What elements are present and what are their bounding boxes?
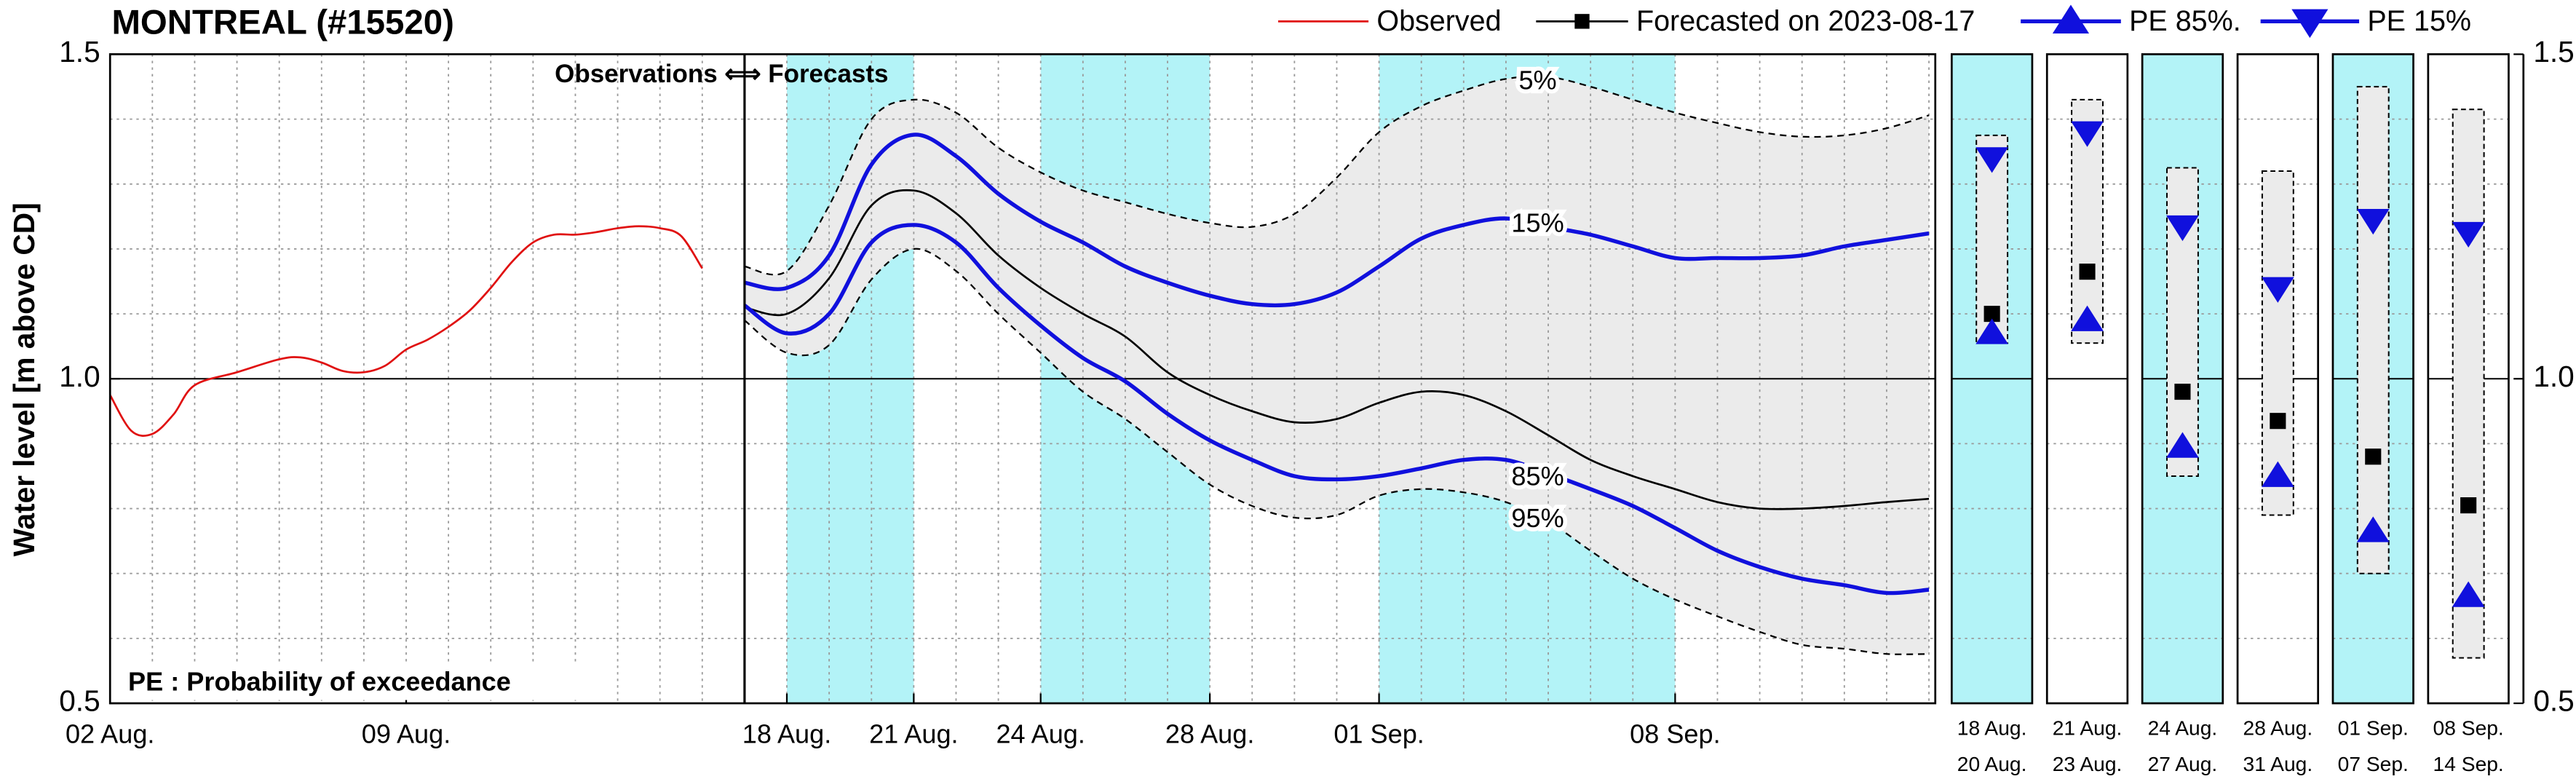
panel-marker: [2079, 264, 2096, 280]
panel-marker: [2270, 413, 2286, 430]
panel-frame: [2236, 53, 2320, 705]
panel-marker: [2460, 497, 2477, 514]
right-y-tick-label: 1.0: [2533, 360, 2574, 393]
legend-label: Forecasted on 2023-08-17: [1636, 5, 1975, 37]
y-axis-label: Water level [m above CD]: [7, 202, 41, 556]
series-line: [743, 223, 1930, 596]
x-tick-label: 09 Aug.: [362, 719, 451, 749]
panel-marker: [1975, 318, 2008, 344]
panel-end-label: 14 Sep.: [2433, 752, 2504, 775]
panel-marker: [2452, 221, 2485, 248]
panel-start-label: 18 Aug.: [1957, 716, 2027, 740]
panel-range: [2452, 108, 2485, 659]
panel-marker: [2356, 516, 2390, 542]
panel-start-label: 28 Aug.: [2243, 716, 2313, 740]
series-line: [744, 189, 1930, 510]
panel-start-label: 21 Aug.: [2053, 716, 2123, 740]
legend-label: Observed: [1376, 5, 1501, 37]
panel-marker: [2166, 432, 2199, 458]
panel-end-label: 07 Sep.: [2338, 752, 2409, 775]
divider-label: Observations ⟺ Forecasts: [555, 60, 888, 88]
x-tick-label: 21 Aug.: [869, 719, 958, 749]
legend-marker: [2052, 4, 2090, 34]
curve-label: 95%: [1511, 503, 1564, 533]
y-tick-label: 1.0: [59, 360, 100, 393]
panel-start-label: 24 Aug.: [2148, 716, 2218, 740]
legend-label: PE 85%.: [2129, 5, 2241, 37]
panel-start-label: 01 Sep.: [2338, 716, 2409, 740]
note: PE : Probability of exceedance: [128, 666, 511, 696]
panel-marker: [2166, 215, 2199, 242]
panel-marker: [2261, 461, 2294, 487]
curve-label: 85%: [1511, 462, 1564, 491]
x-tick-label: 08 Sep.: [1630, 719, 1720, 749]
panel-marker: [2261, 277, 2294, 303]
x-tick-label: 02 Aug.: [66, 719, 155, 749]
x-tick-label: 18 Aug.: [742, 719, 832, 749]
y-tick-label: 0.5: [59, 684, 100, 718]
x-tick-label: 24 Aug.: [996, 719, 1085, 749]
panel-marker: [2071, 305, 2104, 331]
panel-marker: [2071, 121, 2104, 147]
panel-range: [2165, 167, 2199, 477]
panel-frame: [1950, 53, 2034, 705]
panel-frame: [2141, 53, 2224, 705]
panel-end-label: 27 Aug.: [2148, 752, 2218, 775]
series-line: [109, 225, 703, 437]
panel-marker: [2356, 208, 2390, 235]
panel-frame: [2331, 53, 2414, 705]
x-tick-label: 28 Aug.: [1165, 719, 1255, 749]
panel-marker: [2452, 581, 2485, 607]
curve-label: 5%: [1518, 66, 1556, 95]
panel-frame: [2045, 53, 2129, 705]
panel-marker: [2174, 384, 2191, 400]
panel-marker: [1975, 147, 2008, 173]
legend-marker: [2291, 9, 2329, 39]
panel-end-label: 20 Aug.: [1957, 752, 2027, 775]
panel-marker: [2365, 448, 2382, 465]
panel-range: [2356, 86, 2390, 574]
right-y-tick-label: 0.5: [2533, 684, 2574, 718]
legend-label: PE 15%: [2367, 5, 2471, 37]
panel-end-label: 23 Aug.: [2053, 752, 2123, 775]
right-y-tick-label: 1.5: [2533, 35, 2574, 68]
legend-marker: [1574, 14, 1590, 29]
y-tick-label: 1.5: [59, 35, 100, 68]
panel-frame: [2427, 53, 2510, 705]
panel-range: [2261, 170, 2294, 516]
curve-label: 15%: [1511, 207, 1564, 237]
bound-line: [744, 248, 1930, 655]
series-line: [744, 133, 1930, 308]
x-tick-label: 01 Sep.: [1333, 719, 1424, 749]
chart-title: MONTREAL (#15520): [111, 3, 453, 41]
panel-start-label: 08 Sep.: [2433, 716, 2504, 740]
panel-end-label: 31 Aug.: [2243, 752, 2313, 775]
bound-line: [744, 75, 1930, 276]
note-box: [116, 662, 577, 700]
